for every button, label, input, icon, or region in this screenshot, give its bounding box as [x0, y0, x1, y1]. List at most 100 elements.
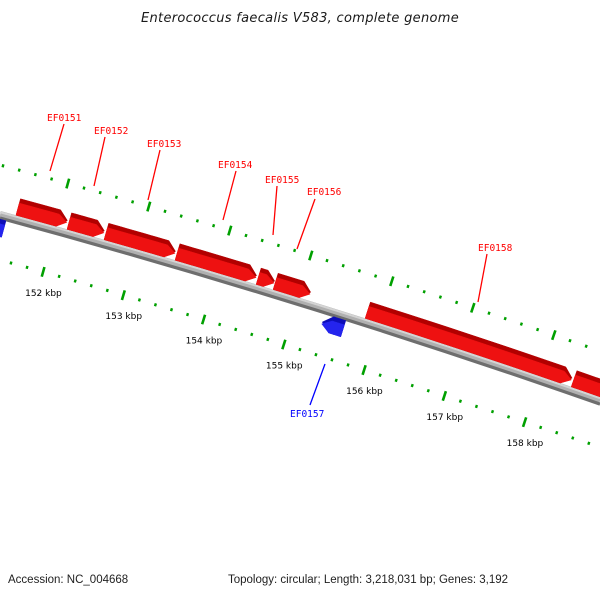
ruler-tick-minor-lower — [394, 378, 398, 383]
label-leader-line-EF0154 — [222, 170, 237, 221]
ruler-label: 154 kbp — [186, 337, 223, 347]
ruler-tick-minor-upper — [454, 300, 459, 305]
ruler-label: 152 kbp — [25, 289, 62, 299]
ruler-tick-minor-lower — [105, 288, 109, 293]
ruler-tick-minor-upper — [179, 214, 183, 218]
genome-title: Enterococcus faecalis V583, complete gen… — [141, 11, 459, 26]
ruler-tick-minor-upper — [82, 186, 86, 190]
ruler-tick-major-lower — [521, 416, 528, 428]
ruler-tick-minor-upper — [325, 258, 329, 263]
ruler-tick-minor-lower — [185, 312, 190, 317]
ruler-tick-minor-upper — [163, 209, 167, 214]
gene-label-EF0152: EF0152 — [94, 126, 128, 137]
ruler-tick-minor-lower — [57, 274, 61, 279]
ruler-tick-minor-upper — [50, 177, 54, 181]
ruler-tick-minor-lower — [169, 307, 174, 312]
label-leader-line-EF0152 — [93, 136, 106, 187]
ruler-tick-minor-lower — [410, 383, 414, 388]
ruler-tick-major-lower — [40, 266, 46, 278]
ruler-tick-minor-lower — [314, 352, 318, 357]
gene-arrow-face-unlabeled — [0, 223, 6, 238]
gene-label-EF0154: EF0154 — [218, 160, 253, 171]
label-leader-line-EF0158 — [477, 253, 488, 303]
gene-label-EF0153: EF0153 — [147, 139, 181, 150]
ruler-tick-minor-lower — [571, 436, 575, 440]
ruler-tick-major-upper — [389, 276, 395, 287]
gene-arrow-face-EF0153 — [103, 227, 176, 258]
ruler-tick-minor-upper — [33, 172, 37, 177]
ruler-tick-minor-upper — [422, 289, 426, 294]
ruler-tick-minor-upper — [503, 316, 507, 321]
ruler-tick-minor-lower — [137, 298, 141, 302]
gene-arrow-face-unlabeled — [570, 374, 600, 398]
ruler-label: 155 kbp — [266, 362, 303, 372]
label-leader-line-EF0153 — [147, 149, 161, 201]
gene-label-EF0158: EF0158 — [478, 243, 513, 254]
ruler-tick-minor-upper — [519, 322, 524, 326]
ruler-tick-minor-upper — [341, 263, 345, 268]
gene-arrow-face-EF0157 — [321, 320, 345, 337]
ruler-tick-minor-upper — [244, 233, 248, 238]
ruler-tick-minor-upper — [535, 327, 540, 332]
ruler-tick-minor-lower — [346, 363, 350, 367]
ruler-tick-major-upper — [550, 329, 557, 341]
label-leader-line-EF0156 — [296, 198, 316, 250]
gene-label-EF0155: EF0155 — [265, 175, 299, 186]
ruler-tick-minor-lower — [506, 415, 511, 419]
ruler-tick-major-lower — [361, 364, 367, 376]
ruler-tick-minor-upper — [487, 311, 491, 315]
ruler-tick-minor-lower — [587, 441, 591, 446]
ruler-tick-minor-upper — [568, 338, 572, 343]
ruler-tick-minor-lower — [330, 357, 334, 362]
gene-arrow-face-EF0152 — [66, 216, 105, 237]
ruler-tick-minor-upper — [131, 200, 135, 204]
ruler-tick-minor-upper — [373, 274, 378, 278]
ruler-tick-minor-lower — [218, 322, 222, 327]
gene-arrow-face-EF0158 — [364, 306, 572, 384]
ruler-tick-minor-upper — [195, 219, 199, 223]
accession-label: Accession: NC_004668 — [8, 574, 129, 586]
gene-arrow-face-EF0155 — [255, 272, 275, 287]
label-leader-line-EF0157 — [309, 363, 326, 406]
label-leader-line-EF0151 — [49, 123, 65, 172]
genome-summary-label: Topology: circular; Length: 3,218,031 bp… — [228, 574, 509, 586]
ruler-tick-minor-upper — [438, 295, 443, 299]
ruler-tick-minor-lower — [89, 283, 93, 288]
ruler-tick-minor-lower — [9, 261, 13, 265]
ruler-tick-minor-lower — [458, 399, 463, 403]
ruler-tick-major-lower — [200, 314, 207, 325]
ruler-tick-major-upper — [65, 178, 71, 189]
label-leader-line-EF0155 — [272, 185, 278, 236]
ruler-tick-minor-upper — [98, 190, 102, 195]
ruler-tick-minor-upper — [584, 344, 588, 349]
ruler-tick-major-lower — [441, 390, 448, 402]
ruler-tick-minor-upper — [114, 195, 118, 200]
ruler-tick-minor-lower — [539, 425, 543, 430]
gene-label-EF0151: EF0151 — [47, 113, 82, 124]
ruler-tick-minor-upper — [276, 243, 280, 248]
ruler-tick-minor-upper — [406, 284, 410, 289]
genome-backbone-highlight — [0, 211, 600, 400]
ruler-tick-major-lower — [120, 290, 127, 301]
ruler-tick-minor-lower — [474, 404, 479, 409]
ruler-label: 156 kbp — [346, 387, 383, 397]
gene-arrow-face-EF0156 — [272, 277, 311, 298]
ruler-tick-minor-upper — [260, 238, 264, 243]
ruler-tick-minor-lower — [73, 279, 77, 283]
ruler-tick-minor-lower — [298, 347, 302, 352]
gene-label-EF0157: EF0157 — [290, 409, 324, 420]
ruler-tick-major-upper — [146, 201, 152, 212]
ruler-tick-minor-lower — [490, 409, 495, 414]
ruler-tick-minor-upper — [357, 269, 361, 273]
ruler-label: 153 kbp — [105, 312, 142, 322]
ruler-tick-minor-upper — [212, 223, 216, 228]
ruler-tick-minor-lower — [234, 327, 238, 332]
ruler-tick-minor-lower — [250, 332, 254, 337]
ruler-tick-minor-upper — [17, 168, 21, 172]
ruler-tick-minor-upper — [1, 164, 5, 168]
ruler-tick-major-upper — [227, 225, 233, 236]
ruler-label: 157 kbp — [426, 413, 463, 423]
gene-arrow-face-EF0151 — [15, 202, 68, 227]
